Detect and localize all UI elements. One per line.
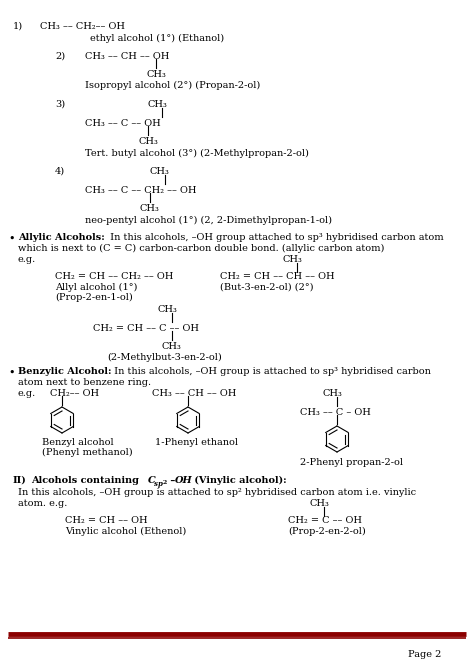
Text: OH: OH	[175, 476, 193, 485]
Text: CH₃ –– C –– OH: CH₃ –– C –– OH	[85, 119, 161, 128]
Text: CH₃: CH₃	[323, 389, 343, 398]
Text: CH₂ = CH –– CH₂ –– OH: CH₂ = CH –– CH₂ –– OH	[55, 272, 173, 281]
Text: •: •	[8, 368, 15, 378]
Text: Allyl alcohol (1°): Allyl alcohol (1°)	[55, 283, 137, 292]
Text: neo-pentyl alcohol (1°) (2, 2-Dimethylpropan-1-ol): neo-pentyl alcohol (1°) (2, 2-Dimethylpr…	[85, 216, 332, 225]
Text: (2-Methylbut-3-en-2-ol): (2-Methylbut-3-en-2-ol)	[107, 353, 222, 362]
Text: (But-3-en-2-ol) (2°): (But-3-en-2-ol) (2°)	[220, 283, 313, 292]
Text: Page 2: Page 2	[408, 650, 441, 659]
Text: sp: sp	[154, 480, 163, 488]
Text: CH₃: CH₃	[283, 255, 303, 264]
Text: e.g.: e.g.	[18, 389, 36, 398]
Text: CH₃: CH₃	[148, 100, 168, 109]
Text: CH₂ = C –– OH: CH₂ = C –– OH	[288, 516, 362, 525]
Text: –: –	[167, 476, 179, 485]
Text: 2-Phenyl propan-2-ol: 2-Phenyl propan-2-ol	[300, 458, 403, 467]
Text: CH₂–– OH: CH₂–– OH	[50, 389, 99, 398]
Text: CH₃ –– CH₂–– OH: CH₃ –– CH₂–– OH	[40, 22, 125, 31]
Text: (Phenyl methanol): (Phenyl methanol)	[42, 448, 133, 457]
Text: 3): 3)	[55, 100, 65, 109]
Text: CH₃: CH₃	[139, 137, 159, 146]
Text: Benzylic Alcohol:: Benzylic Alcohol:	[18, 367, 111, 376]
Text: CH₃: CH₃	[147, 70, 167, 79]
Text: e.g.: e.g.	[18, 255, 36, 264]
Text: atom. e.g.: atom. e.g.	[18, 499, 67, 508]
Text: CH₃: CH₃	[162, 342, 182, 351]
Text: (Prop-2-en-2-ol): (Prop-2-en-2-ol)	[288, 527, 366, 536]
Text: (Vinylic alcohol):: (Vinylic alcohol):	[191, 476, 287, 485]
Text: •: •	[8, 234, 15, 244]
Text: CH₃: CH₃	[140, 204, 160, 213]
Text: (Prop-2-en-1-ol): (Prop-2-en-1-ol)	[55, 293, 133, 302]
Text: atom next to benzene ring.: atom next to benzene ring.	[18, 378, 151, 387]
Text: CH₃ –– C – OH: CH₃ –– C – OH	[300, 408, 371, 417]
Text: 2): 2)	[55, 52, 65, 61]
Text: Isopropyl alcohol (2°) (Propan-2-ol): Isopropyl alcohol (2°) (Propan-2-ol)	[85, 81, 260, 90]
Text: C: C	[148, 476, 156, 485]
Text: CH₂ = CH –– C –– OH: CH₂ = CH –– C –– OH	[93, 324, 199, 333]
Text: 1-Phenyl ethanol: 1-Phenyl ethanol	[155, 438, 238, 447]
Text: CH₃: CH₃	[150, 167, 170, 176]
Text: Tert. butyl alcohol (3°) (2-Methylpropan-2-ol): Tert. butyl alcohol (3°) (2-Methylpropan…	[85, 149, 309, 158]
Text: 1): 1)	[13, 22, 23, 31]
Text: In this alcohols, –OH group is attached to sp³ hybridised carbon: In this alcohols, –OH group is attached …	[111, 367, 431, 376]
Text: CH₂ = CH –– CH –– OH: CH₂ = CH –– CH –– OH	[220, 272, 335, 281]
Text: In this alcohols, –OH group attached to sp³ hybridised carbon atom: In this alcohols, –OH group attached to …	[107, 233, 444, 242]
Text: II): II)	[13, 476, 27, 485]
Text: Allylic Alcohols:: Allylic Alcohols:	[18, 233, 105, 242]
Text: CH₃ –– CH –– OH: CH₃ –– CH –– OH	[152, 389, 237, 398]
Text: CH₃ –– CH –– OH: CH₃ –– CH –– OH	[85, 52, 169, 61]
Text: In this alcohols, –OH group is attached to sp² hybridised carbon atom i.e. vinyl: In this alcohols, –OH group is attached …	[18, 488, 416, 497]
Text: 2: 2	[163, 480, 167, 485]
Text: CH₂ = CH –– OH: CH₂ = CH –– OH	[65, 516, 147, 525]
Text: Vinylic alcohol (Ethenol): Vinylic alcohol (Ethenol)	[65, 527, 186, 536]
Text: Benzyl alcohol: Benzyl alcohol	[42, 438, 114, 447]
Text: ethyl alcohol (1°) (Ethanol): ethyl alcohol (1°) (Ethanol)	[90, 34, 224, 43]
Text: Alcohols containing: Alcohols containing	[31, 476, 142, 485]
Text: which is next to (C = C) carbon-carbon double bond. (allylic carbon atom): which is next to (C = C) carbon-carbon d…	[18, 244, 384, 253]
Text: CH₃: CH₃	[158, 305, 178, 314]
Text: 4): 4)	[55, 167, 65, 176]
Text: CH₃ –– C –– CH₂ –– OH: CH₃ –– C –– CH₂ –– OH	[85, 186, 197, 195]
Text: CH₃: CH₃	[310, 499, 330, 508]
